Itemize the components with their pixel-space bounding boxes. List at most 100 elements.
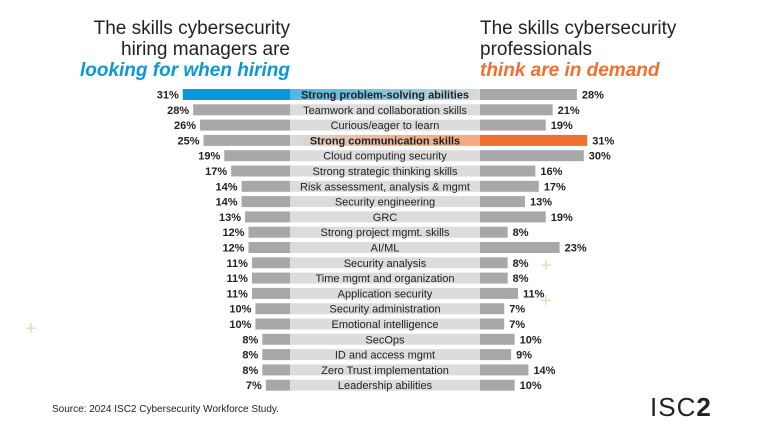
right-value-label: 19% [551, 212, 573, 224]
right-value-label: 8% [513, 258, 529, 270]
right-value-label: 11% [523, 288, 545, 300]
left-value-label: 11% [227, 288, 249, 300]
left-bar [248, 226, 290, 238]
right-value-label: 17% [544, 181, 566, 193]
category-label: Strong problem-solving abilities [301, 90, 469, 102]
left-bar [203, 134, 290, 146]
left-bar [255, 318, 290, 330]
label-band [290, 180, 480, 192]
label-band [290, 150, 480, 162]
right-value-label: 31% [592, 135, 614, 147]
label-band [290, 89, 480, 100]
left-value-label: 28% [167, 105, 189, 117]
label-band [290, 134, 480, 146]
right-bar [480, 303, 505, 315]
left-value-label: 12% [222, 243, 244, 255]
category-label: Leadership abilities [338, 380, 433, 392]
right-bar [480, 272, 508, 284]
left-bar [262, 364, 290, 376]
label-band [290, 165, 480, 177]
left-bar [245, 211, 290, 223]
decorative-plus: + [25, 318, 37, 340]
right-value-label: 14% [533, 365, 555, 377]
left-value-label: 31% [157, 90, 179, 102]
left-value-label: 17% [205, 166, 227, 178]
right-bar [480, 165, 536, 177]
right-value-label: 23% [565, 243, 587, 255]
category-label: Cloud computing security [323, 151, 447, 163]
label-band [290, 257, 480, 269]
right-value-label: 21% [558, 105, 580, 117]
right-value-label: 10% [520, 380, 542, 392]
right-bar [480, 89, 577, 100]
left-bar [248, 242, 290, 253]
right-bar [480, 333, 515, 345]
left-bar [200, 119, 290, 131]
right-value-label: 7% [509, 304, 525, 316]
right-bar [480, 119, 546, 131]
category-label: GRC [373, 212, 398, 224]
category-label: Strong strategic thinking skills [313, 166, 458, 178]
label-band [290, 349, 480, 361]
isc2-logo: ISC2 [650, 392, 712, 422]
left-bar [251, 287, 290, 299]
left-bar [265, 379, 290, 391]
left-bar [182, 89, 290, 100]
category-label: SecOps [365, 334, 405, 346]
category-label: Security administration [329, 304, 440, 316]
right-bar [480, 134, 588, 146]
right-bar [480, 150, 584, 162]
category-label: Risk assessment, analysis & mgmt [300, 181, 470, 193]
category-label: Teamwork and collaboration skills [303, 105, 467, 117]
category-label: Strong project mgmt. skills [321, 227, 450, 239]
category-label: Curious/eager to learn [331, 120, 440, 132]
left-value-label: 8% [242, 365, 258, 377]
left-bar [231, 165, 290, 177]
left-value-label: 8% [242, 350, 258, 362]
right-value-label: 8% [513, 227, 529, 239]
label-band [290, 226, 480, 238]
label-band [290, 303, 480, 315]
right-bar [480, 196, 525, 208]
label-band [290, 318, 480, 330]
left-bar [224, 150, 290, 162]
right-value-label: 9% [516, 350, 532, 362]
right-title-line2: professionals [480, 39, 592, 60]
right-title: The skills cybersecurity professionals t… [480, 18, 740, 81]
label-band [290, 272, 480, 284]
right-value-label: 16% [540, 166, 562, 178]
right-bar [480, 242, 560, 253]
label-band [290, 242, 480, 253]
left-value-label: 12% [222, 227, 244, 239]
decorative-plus: + [540, 255, 552, 277]
left-value-label: 10% [229, 304, 251, 316]
left-bar [241, 196, 290, 208]
right-bar [480, 226, 508, 238]
left-value-label: 7% [246, 380, 262, 392]
left-value-label: 25% [177, 135, 199, 147]
left-value-label: 14% [216, 181, 238, 193]
left-bar [241, 180, 290, 192]
left-value-label: 26% [174, 120, 196, 132]
left-bar [193, 104, 290, 116]
left-title-highlight: looking for when hiring [79, 60, 290, 81]
right-bar [480, 257, 508, 269]
label-band [290, 104, 480, 116]
left-value-label: 11% [227, 258, 249, 270]
right-bar [480, 349, 512, 361]
category-label: Security analysis [344, 258, 427, 270]
left-bar [251, 272, 290, 284]
label-band [290, 287, 480, 299]
decorative-plus: + [540, 290, 552, 312]
label-band [290, 119, 480, 131]
left-bar [255, 303, 290, 315]
right-title-line1: The skills cybersecurity [480, 18, 677, 39]
left-bar [251, 257, 290, 269]
left-title-line1: The skills cybersecurity [93, 18, 290, 39]
label-band [290, 364, 480, 376]
category-label: Strong communication skills [310, 135, 460, 147]
category-label: Zero Trust implementation [321, 365, 449, 377]
right-value-label: 19% [551, 120, 573, 132]
left-value-label: 14% [216, 197, 238, 209]
left-value-label: 11% [227, 273, 249, 285]
